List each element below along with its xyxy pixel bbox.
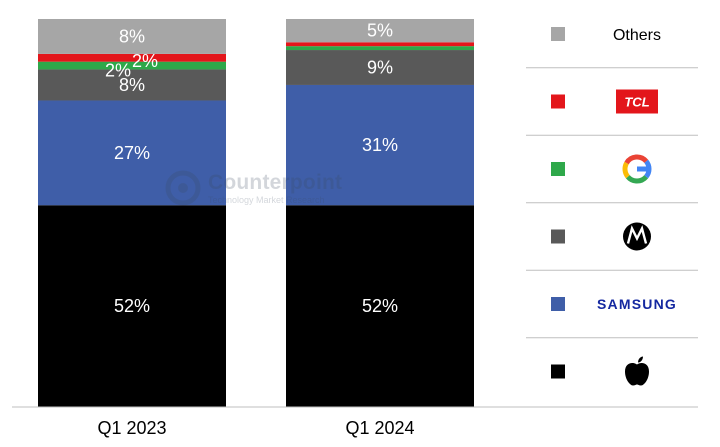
data-label-motorola-2: 9%: [367, 58, 393, 78]
bar-segment-motorola-2: [286, 50, 474, 85]
data-label-others-2: 5%: [367, 21, 393, 41]
data-label-others-1: 8%: [119, 27, 145, 47]
bar-segment-google-1: [38, 61, 226, 70]
bars-layer: [38, 19, 474, 407]
bar-segment-others-2: [286, 19, 474, 43]
legend-item-others: Others: [526, 27, 698, 69]
x-tick-labels: Q1 2023 Q1 2024: [97, 418, 414, 438]
data-label-motorola-1: 8%: [119, 75, 145, 95]
legend-swatch-others: [551, 27, 565, 41]
bar-segment-google-2: [286, 46, 474, 51]
svg-text:TCL: TCL: [624, 95, 649, 110]
legend-item-tcl: TCL: [526, 89, 698, 136]
bar-segment-samsung-2: [286, 84, 474, 206]
legend: Others TCL SAMSUNG: [526, 27, 698, 386]
legend-swatch-tcl: [551, 94, 565, 109]
x-tick-label-1: Q1 2023: [97, 418, 166, 438]
legend-item-motorola: [526, 222, 698, 271]
data-label-tcl-1: 2%: [132, 51, 158, 71]
data-labels-layer: 52%27%8%2% 2%8%52%31%9%5%: [105, 21, 398, 317]
watermark-title: Counterpoint: [208, 171, 343, 194]
data-label-apple-1: 52%: [114, 296, 150, 316]
legend-item-samsung: SAMSUNG: [526, 296, 698, 339]
data-label-google-1: 2%: [105, 61, 131, 81]
legend-label-others: Others: [613, 27, 661, 44]
legend-swatch-apple: [551, 364, 565, 379]
bar-segment-tcl-1: [38, 53, 226, 62]
google-logo-icon: [622, 154, 652, 184]
watermark: Counterpoint Technology Market Research: [163, 168, 353, 208]
data-label-samsung-2: 31%: [362, 135, 398, 155]
svg-text:SAMSUNG: SAMSUNG: [597, 296, 677, 312]
bar-segment-motorola-1: [38, 69, 226, 101]
legend-item-apple: [551, 356, 649, 386]
motorola-logo-icon: [623, 222, 651, 251]
bar-segment-apple-1: [38, 205, 226, 407]
data-label-samsung-1: 27%: [114, 143, 150, 163]
legend-swatch-samsung: [551, 297, 565, 311]
bar-segment-apple-2: [286, 205, 474, 407]
bar-segment-samsung-1: [38, 100, 226, 206]
x-tick-label-2: Q1 2024: [345, 418, 414, 438]
legend-item-google: [526, 154, 698, 204]
legend-swatch-google: [551, 162, 565, 176]
apple-logo-icon: [625, 356, 649, 386]
bar-segment-tcl-2: [286, 42, 474, 47]
counterpoint-logo-icon: [165, 170, 201, 206]
data-label-apple-2: 52%: [362, 296, 398, 316]
tcl-logo-icon: TCL: [616, 89, 658, 114]
legend-swatch-motorola: [551, 229, 565, 244]
samsung-logo-icon: SAMSUNG: [597, 296, 677, 312]
bar-segment-others-1: [38, 19, 226, 54]
watermark-subtitle: Technology Market Research: [208, 195, 325, 205]
